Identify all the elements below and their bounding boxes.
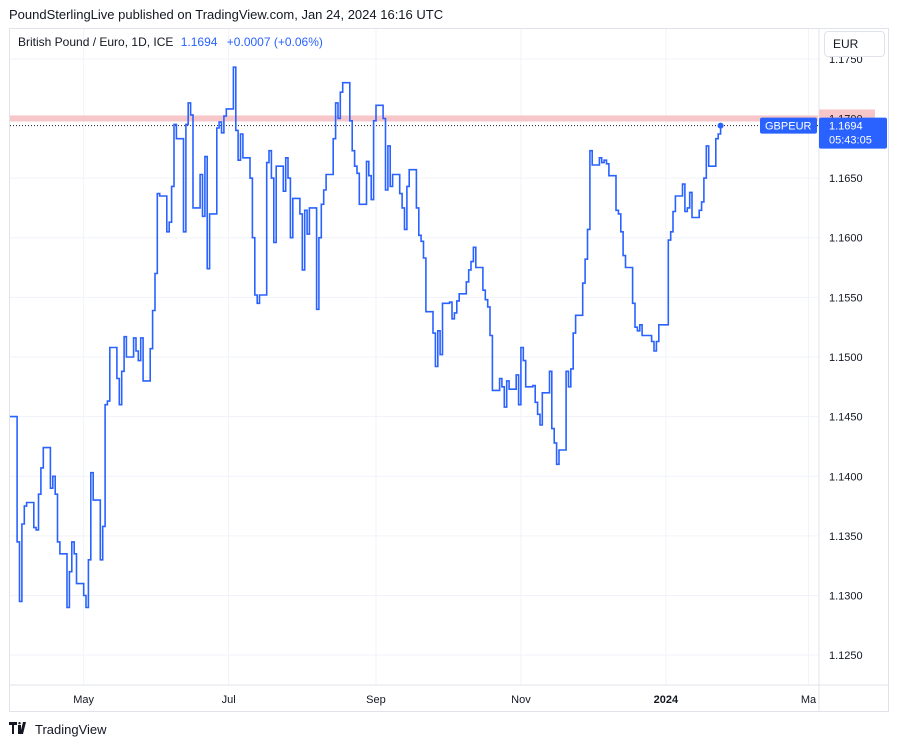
price-line [10,66,722,609]
x-tick-label: Ma [801,694,817,706]
x-tick-label: Jul [222,694,236,706]
y-tick-label: 1.1650 [829,173,863,185]
x-tick-label: May [73,694,94,706]
footer-brand-label: TradingView [35,721,107,737]
y-tick-label: 1.1550 [829,292,863,304]
x-tick-label: 2024 [654,694,679,706]
symbol-badge [760,117,817,134]
y-tick-label: 1.1250 [829,650,863,662]
grid-lines [10,29,888,711]
y-tick-label: 1.1450 [829,412,863,424]
legend-title: British Pound / Euro, 1D, ICE [18,35,174,49]
currency-button[interactable]: EUR [824,31,885,57]
y-tick-label: 1.1750 [829,54,863,66]
publish-header: PoundSterlingLive published on TradingVi… [9,7,444,22]
y-tick-label: 1.1500 [829,352,863,364]
legend-change: +0.0007 (+0.06%) [226,35,323,49]
resistance-line [10,115,818,122]
tradingview-logo-icon [9,721,31,737]
y-tick-label: 1.1300 [829,591,863,603]
last-price-badge [819,117,887,149]
chart-frame [9,28,889,712]
y-tick-label: 1.1600 [829,233,863,245]
time-axis: May Jul Sep Nov 2024 Ma [73,694,817,706]
last-price-dot [717,122,724,129]
resistance-band [10,115,818,122]
y-tick-label: 1.1400 [829,471,863,483]
y-tick-label: 1.1350 [829,531,863,543]
x-tick-label: Sep [366,694,386,706]
footer-brand[interactable]: TradingView [9,721,107,737]
last-price-label: 1.1694 [829,121,863,133]
currency-label: EUR [833,37,859,51]
x-tick-label: Nov [511,694,531,706]
legend-value: 1.1694 [180,35,218,49]
countdown-label: 05:43:05 [829,135,872,147]
chart-legend: British Pound / Euro, 1D, ICE 1.1694 +0.… [18,35,323,49]
symbol-label: GBPEUR [765,121,812,133]
